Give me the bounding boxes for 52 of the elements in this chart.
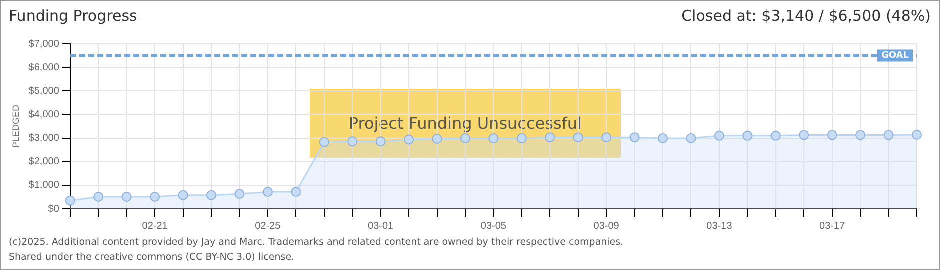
point	[742, 130, 753, 141]
y-tick-label: $5,000	[28, 86, 60, 97]
point	[573, 132, 584, 143]
y-tick-label: $2,000	[28, 156, 60, 168]
x-tick-label: 02-21	[142, 220, 168, 232]
y-tick-label: $4,000	[28, 109, 60, 120]
point	[150, 192, 160, 202]
text: Closed at: $3,140 / $6,500 (48%)	[682, 7, 931, 25]
point	[630, 132, 640, 143]
point	[178, 190, 188, 200]
point	[799, 130, 810, 140]
point	[94, 192, 104, 202]
x-tick-label: 03-05	[480, 220, 507, 232]
y-tick-label: $3,000	[28, 133, 60, 144]
point	[602, 132, 612, 143]
point	[460, 134, 470, 144]
point	[234, 189, 245, 200]
point	[545, 132, 556, 143]
x-tick-label: 02-25	[255, 220, 282, 232]
point	[827, 130, 838, 140]
point	[291, 187, 302, 198]
x-tick-label: 03-17	[820, 220, 846, 232]
x-tick-label: 03-09	[594, 220, 620, 232]
chart-title: Funding Progress	[9, 7, 138, 25]
y-tick-label: $1,000	[28, 180, 60, 192]
point	[262, 187, 273, 198]
text: Shared under the creative commons (CC BY-NC 3.0) license.	[9, 252, 295, 263]
point	[488, 134, 499, 144]
point	[770, 130, 781, 141]
point	[516, 134, 527, 144]
point	[912, 130, 922, 140]
ref-line-label: GOAL	[882, 51, 910, 62]
point	[206, 190, 216, 200]
x-tick-label: 03-13	[706, 220, 733, 232]
point	[376, 136, 386, 147]
y-tick-label: $6,000	[28, 62, 60, 74]
point	[714, 130, 724, 141]
x-tick-label: 03-01	[368, 220, 394, 232]
point	[432, 134, 442, 144]
point	[319, 137, 330, 148]
y-tick-label: $7,000	[28, 38, 60, 50]
point	[856, 130, 866, 140]
point	[404, 134, 414, 145]
point	[122, 192, 132, 202]
text: (c)2025. Additional content provided by Jay and Marc. Trademarks and related content are owned by their respective companies.	[9, 237, 624, 248]
y-axis-title: PLEDGED	[10, 104, 21, 148]
point	[686, 134, 696, 144]
point	[884, 130, 894, 140]
point	[658, 134, 668, 144]
point	[65, 196, 76, 206]
y-tick-label: $0	[48, 204, 60, 215]
point	[348, 136, 358, 147]
